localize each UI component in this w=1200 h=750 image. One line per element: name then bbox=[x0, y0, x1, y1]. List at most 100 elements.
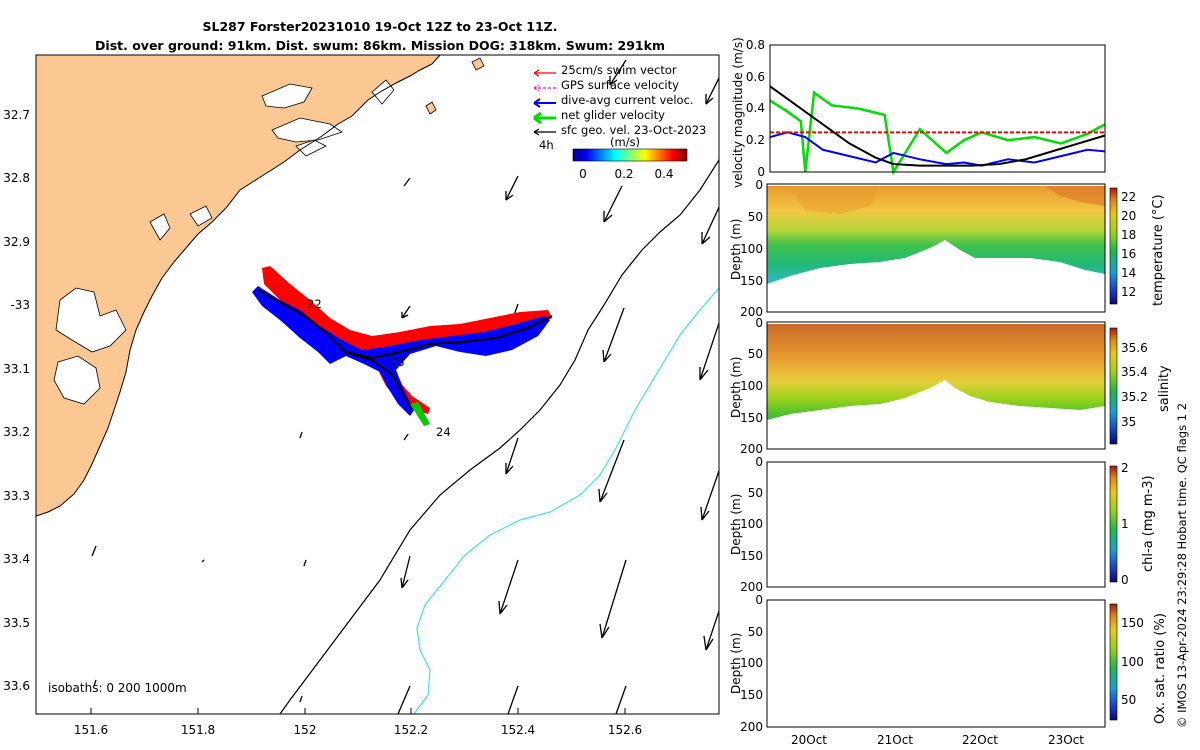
legend-sfc-geo-vel: sfc geo. vel. 23-Oct-2023 bbox=[533, 123, 706, 137]
svg-text:20Oct: 20Oct bbox=[791, 733, 827, 747]
legend-dive-avg-current: dive-avg current veloc. bbox=[533, 93, 694, 108]
svg-text:0: 0 bbox=[757, 165, 765, 179]
colorbar-unit: (m/s) bbox=[610, 135, 640, 149]
svg-text:50: 50 bbox=[748, 486, 763, 500]
svg-text:100: 100 bbox=[740, 656, 763, 670]
svg-text:sfc geo. vel. 23-Oct-2023: sfc geo. vel. 23-Oct-2023 bbox=[561, 123, 706, 137]
chla-y-ticks: 0 50 100 150 200 bbox=[740, 455, 763, 594]
salinity-ylabel: Depth (m) bbox=[729, 357, 743, 418]
salinity-colorbar bbox=[1109, 327, 1118, 445]
temperature-ylabel: Depth (m) bbox=[729, 219, 743, 280]
colorbar-tick-2: 0.4 bbox=[654, 167, 673, 181]
svg-text:0.8: 0.8 bbox=[746, 38, 765, 52]
svg-text:21Oct: 21Oct bbox=[877, 733, 913, 747]
svg-text:0: 0 bbox=[755, 593, 763, 607]
colorbar-tick-1: 0.2 bbox=[614, 167, 633, 181]
legend-swim-vector: 25cm/s swim vector bbox=[533, 63, 677, 77]
svg-text:18: 18 bbox=[1121, 228, 1136, 242]
temperature-y-ticks: 0 50 100 150 200 bbox=[740, 178, 763, 319]
velocity-series-line-dive-avg-current-veloc- bbox=[769, 131, 1106, 167]
chla-ylabel: Depth (m) bbox=[729, 494, 743, 555]
svg-text:152.6: 152.6 bbox=[608, 723, 642, 737]
track-label-22: 22 bbox=[307, 297, 322, 311]
svg-text:2: 2 bbox=[1121, 461, 1129, 475]
velocity-y-ticks: 0 0.2 0.4 0.6 0.8 bbox=[746, 38, 765, 179]
temperature-cbar-label: temperature (°C) bbox=[1151, 194, 1166, 306]
velocity-panel: 0 0.2 0.4 0.6 0.8 velocity magnitude (m/… bbox=[731, 37, 1106, 188]
title-line-2: Dist. over ground: 91km. Dist. swum: 86k… bbox=[95, 38, 665, 53]
lagoons bbox=[53, 79, 395, 405]
temperature-warm-cap bbox=[1045, 186, 1105, 206]
svg-text:152.2: 152.2 bbox=[394, 723, 428, 737]
speed-colorbar bbox=[572, 148, 688, 162]
svg-text:22: 22 bbox=[1121, 190, 1136, 204]
legend-net-glider-velocity: net glider velocity bbox=[533, 108, 665, 125]
svg-text:20: 20 bbox=[1121, 209, 1136, 223]
svg-text:0: 0 bbox=[755, 316, 763, 330]
oxygen-colorbar bbox=[1109, 603, 1118, 721]
svg-text:100: 100 bbox=[740, 242, 763, 256]
svg-text:1: 1 bbox=[1121, 517, 1129, 531]
chla-cbar-label: chl-a (mg m-3) bbox=[1141, 475, 1156, 572]
chla-colorbar bbox=[1109, 465, 1118, 583]
svg-text:100: 100 bbox=[1121, 655, 1144, 669]
svg-text:200: 200 bbox=[740, 720, 763, 734]
glider-path bbox=[257, 289, 553, 411]
salinity-cbar-ticks: 35 35.2 35.4 35.6 bbox=[1121, 341, 1148, 429]
track-label-23: 23 bbox=[390, 355, 405, 369]
svg-text:12: 12 bbox=[1121, 285, 1136, 299]
svg-text:32.8: 32.8 bbox=[3, 171, 30, 185]
current-arrows bbox=[91, 59, 719, 714]
svg-text:152: 152 bbox=[294, 723, 317, 737]
svg-text:152.4: 152.4 bbox=[501, 723, 535, 737]
svg-text:50: 50 bbox=[1121, 693, 1136, 707]
svg-text:200: 200 bbox=[740, 580, 763, 594]
isobath-note: isobaths: 0 200 1000m bbox=[48, 681, 187, 695]
salinity-cbar-label: salinity bbox=[1157, 365, 1172, 412]
temperature-colorbar bbox=[1109, 187, 1118, 305]
map-legend: 25cm/s swim vector GPS surface velocity … bbox=[533, 63, 706, 181]
map-y-ticks: 32.7 32.8 32.9 -33 33.1 33.2 33.3 33.4 3… bbox=[3, 108, 30, 693]
salinity-y-ticks: 0 50 100 150 200 bbox=[740, 316, 763, 456]
map-x-ticks: 151.6 151.8 152 152.2 152.4 152.6 bbox=[74, 708, 642, 737]
svg-text:25cm/s swim vector: 25cm/s swim vector bbox=[561, 63, 677, 77]
chla-cbar-ticks: 0 1 2 bbox=[1121, 461, 1129, 587]
temperature-warm-cap-left bbox=[790, 186, 880, 214]
map-panel: 22 23 24 25cm/s swim vector GPS surface … bbox=[3, 54, 720, 737]
svg-text:50: 50 bbox=[748, 210, 763, 224]
chla-panel: 0 50 100 150 200 Depth (m) 0 1 2 chl-a (… bbox=[729, 455, 1156, 594]
velocity-series-line-3 bbox=[769, 85, 1106, 167]
colorbar-tick-0: 0 bbox=[579, 167, 587, 181]
svg-text:200: 200 bbox=[740, 305, 763, 319]
svg-text:33.4: 33.4 bbox=[3, 552, 30, 566]
svg-text:net glider velocity: net glider velocity bbox=[561, 108, 665, 122]
svg-text:-33: -33 bbox=[10, 298, 30, 312]
svg-text:0.4: 0.4 bbox=[746, 101, 765, 115]
svg-text:200: 200 bbox=[740, 442, 763, 456]
svg-text:0.6: 0.6 bbox=[746, 70, 765, 84]
svg-text:150: 150 bbox=[740, 274, 763, 288]
svg-text:33.1: 33.1 bbox=[3, 362, 30, 376]
oxygen-y-ticks: 0 50 100 150 200 bbox=[740, 593, 763, 734]
salinity-panel: 0 50 100 150 200 Depth (m) 35 35.2 35.4 … bbox=[729, 316, 1172, 456]
temperature-cbar-ticks: 12 14 16 18 20 22 bbox=[1121, 190, 1136, 299]
time-marker: 4h bbox=[539, 138, 554, 152]
land-mass bbox=[36, 55, 440, 516]
svg-text:35.4: 35.4 bbox=[1121, 365, 1148, 379]
swim-vector-swath bbox=[262, 266, 552, 414]
svg-text:16: 16 bbox=[1121, 247, 1136, 261]
isobath-1000m bbox=[279, 159, 719, 714]
oxygen-cbar-label: Ox. sat. ratio (%) bbox=[1153, 613, 1168, 724]
oxygen-ylabel: Depth (m) bbox=[729, 633, 743, 694]
copyright-note: © IMOS 13-Apr-2024 23:29:28 Hobart time.… bbox=[1175, 403, 1189, 728]
svg-text:23Oct: 23Oct bbox=[1048, 733, 1084, 747]
velocity-series-line-net-glider-velocity bbox=[769, 90, 1106, 176]
svg-text:0: 0 bbox=[755, 178, 763, 192]
svg-text:151.6: 151.6 bbox=[74, 723, 108, 737]
title-line-1: SL287 Forster20231010 19-Oct 12Z to 23-O… bbox=[202, 19, 558, 34]
svg-text:150: 150 bbox=[740, 688, 763, 702]
svg-text:33.3: 33.3 bbox=[3, 489, 30, 503]
svg-text:32.9: 32.9 bbox=[3, 235, 30, 249]
svg-text:0: 0 bbox=[755, 455, 763, 469]
